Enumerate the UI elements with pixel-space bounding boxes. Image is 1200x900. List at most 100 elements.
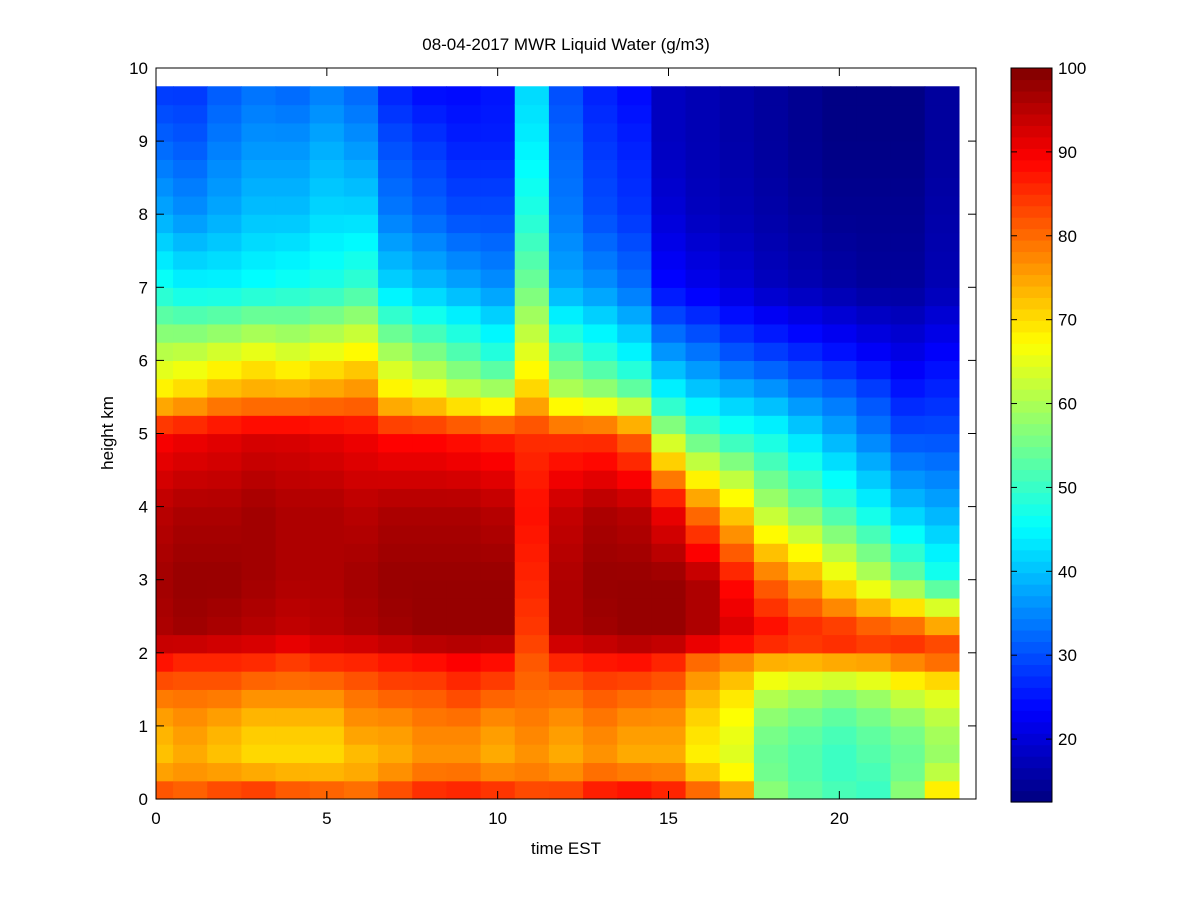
heatmap-cell [309, 195, 345, 215]
heatmap-cell [480, 762, 516, 782]
heatmap-cell [753, 470, 789, 489]
heatmap-cell [788, 543, 823, 563]
heatmap-cell [856, 634, 892, 654]
heatmap-cell [173, 451, 208, 471]
heatmap-cell [275, 506, 311, 526]
heatmap-cell [207, 780, 243, 800]
heatmap-cell [412, 725, 448, 745]
heatmap-cell [651, 360, 687, 380]
heatmap-cell [685, 177, 721, 197]
heatmap-cell [719, 616, 755, 636]
heatmap-cell [753, 762, 789, 782]
heatmap-cell [343, 287, 379, 307]
heatmap-cell [890, 652, 926, 672]
heatmap-cell [788, 707, 823, 727]
heatmap-cell [514, 634, 550, 654]
x-tick-label: 20 [830, 809, 849, 828]
heatmap-cell [890, 707, 926, 727]
heatmap-cell [446, 232, 482, 252]
heatmap-cell [412, 360, 448, 380]
heatmap-cell [480, 232, 516, 252]
heatmap-cell [173, 524, 208, 544]
heatmap-cell [822, 250, 858, 270]
heatmap-cell [788, 232, 823, 252]
heatmap-cell [173, 195, 208, 215]
heatmap-cell [685, 141, 721, 160]
heatmap-cell [480, 725, 516, 745]
heatmap-cell [856, 561, 892, 581]
colorbar-swatch [1011, 228, 1052, 241]
heatmap-cell [480, 250, 516, 270]
heatmap-cell [275, 652, 311, 672]
heatmap-cell [856, 579, 892, 599]
heatmap-cell [788, 433, 823, 453]
heatmap-cell [514, 561, 550, 581]
heatmap-cell [856, 488, 892, 508]
heatmap-cell [514, 707, 550, 727]
heatmap-cell [241, 433, 277, 453]
heatmap-cell [343, 360, 379, 380]
heatmap-cell [924, 360, 960, 380]
heatmap-cell [856, 250, 892, 270]
heatmap-cell [822, 177, 858, 197]
heatmap-cell [412, 195, 448, 215]
heatmap-cell [924, 415, 960, 435]
heatmap-cell [890, 159, 926, 179]
heatmap-cell [309, 744, 345, 764]
heatmap-cell [651, 597, 687, 617]
heatmap-cell [617, 451, 653, 471]
heatmap-cell [685, 250, 721, 270]
heatmap-cell [822, 652, 858, 672]
heatmap-cell [378, 634, 413, 654]
heatmap-cell [412, 579, 448, 599]
heatmap-cell [514, 616, 550, 636]
heatmap-cell [378, 195, 413, 215]
heatmap-cell [719, 671, 755, 690]
heatmap-cell [685, 579, 721, 599]
heatmap-cell [890, 250, 926, 270]
heatmap-cell [446, 707, 482, 727]
heatmap-cell [856, 524, 892, 544]
heatmap-cell [480, 652, 516, 672]
heatmap-cell [343, 506, 379, 526]
heatmap-cell [514, 360, 550, 380]
heatmap-cell [583, 451, 618, 471]
heatmap-cell [173, 616, 208, 636]
heatmap-cell [378, 652, 413, 672]
heatmap-cell [651, 451, 687, 471]
heatmap-cell [309, 671, 345, 690]
heatmap-cell [719, 689, 755, 709]
heatmap-cell [788, 506, 823, 526]
colorbar-swatch [1011, 480, 1052, 493]
heatmap-cell [241, 378, 277, 398]
y-tick-label: 7 [139, 278, 148, 297]
heatmap-cell [378, 141, 413, 160]
heatmap-cell [890, 506, 926, 526]
heatmap-cell [412, 232, 448, 252]
heatmap-cell [719, 707, 755, 727]
heatmap-cell [207, 634, 243, 654]
heatmap-cell [412, 396, 448, 416]
heatmap-cell [309, 725, 345, 745]
heatmap-cell [685, 451, 721, 471]
heatmap-cell [583, 433, 618, 453]
heatmap-cell [412, 104, 448, 124]
heatmap-cell [924, 250, 960, 270]
heatmap-cell [685, 524, 721, 544]
heatmap-cell [446, 616, 482, 636]
heatmap-cell [514, 342, 550, 362]
heatmap-cell [309, 415, 345, 435]
heatmap-cell [309, 177, 345, 197]
heatmap-cell [480, 287, 516, 307]
heatmap-cell [275, 214, 311, 234]
heatmap-cell [343, 250, 379, 270]
heatmap-cell [685, 597, 721, 617]
y-tick-label: 4 [139, 498, 148, 517]
heatmap-cell [753, 634, 789, 654]
heatmap-cell [275, 250, 311, 270]
heatmap-cell [446, 524, 482, 544]
heatmap-cell [617, 652, 653, 672]
colorbar-tick-label: 40 [1058, 562, 1077, 581]
heatmap-cell [309, 305, 345, 325]
heatmap-cell [651, 524, 687, 544]
